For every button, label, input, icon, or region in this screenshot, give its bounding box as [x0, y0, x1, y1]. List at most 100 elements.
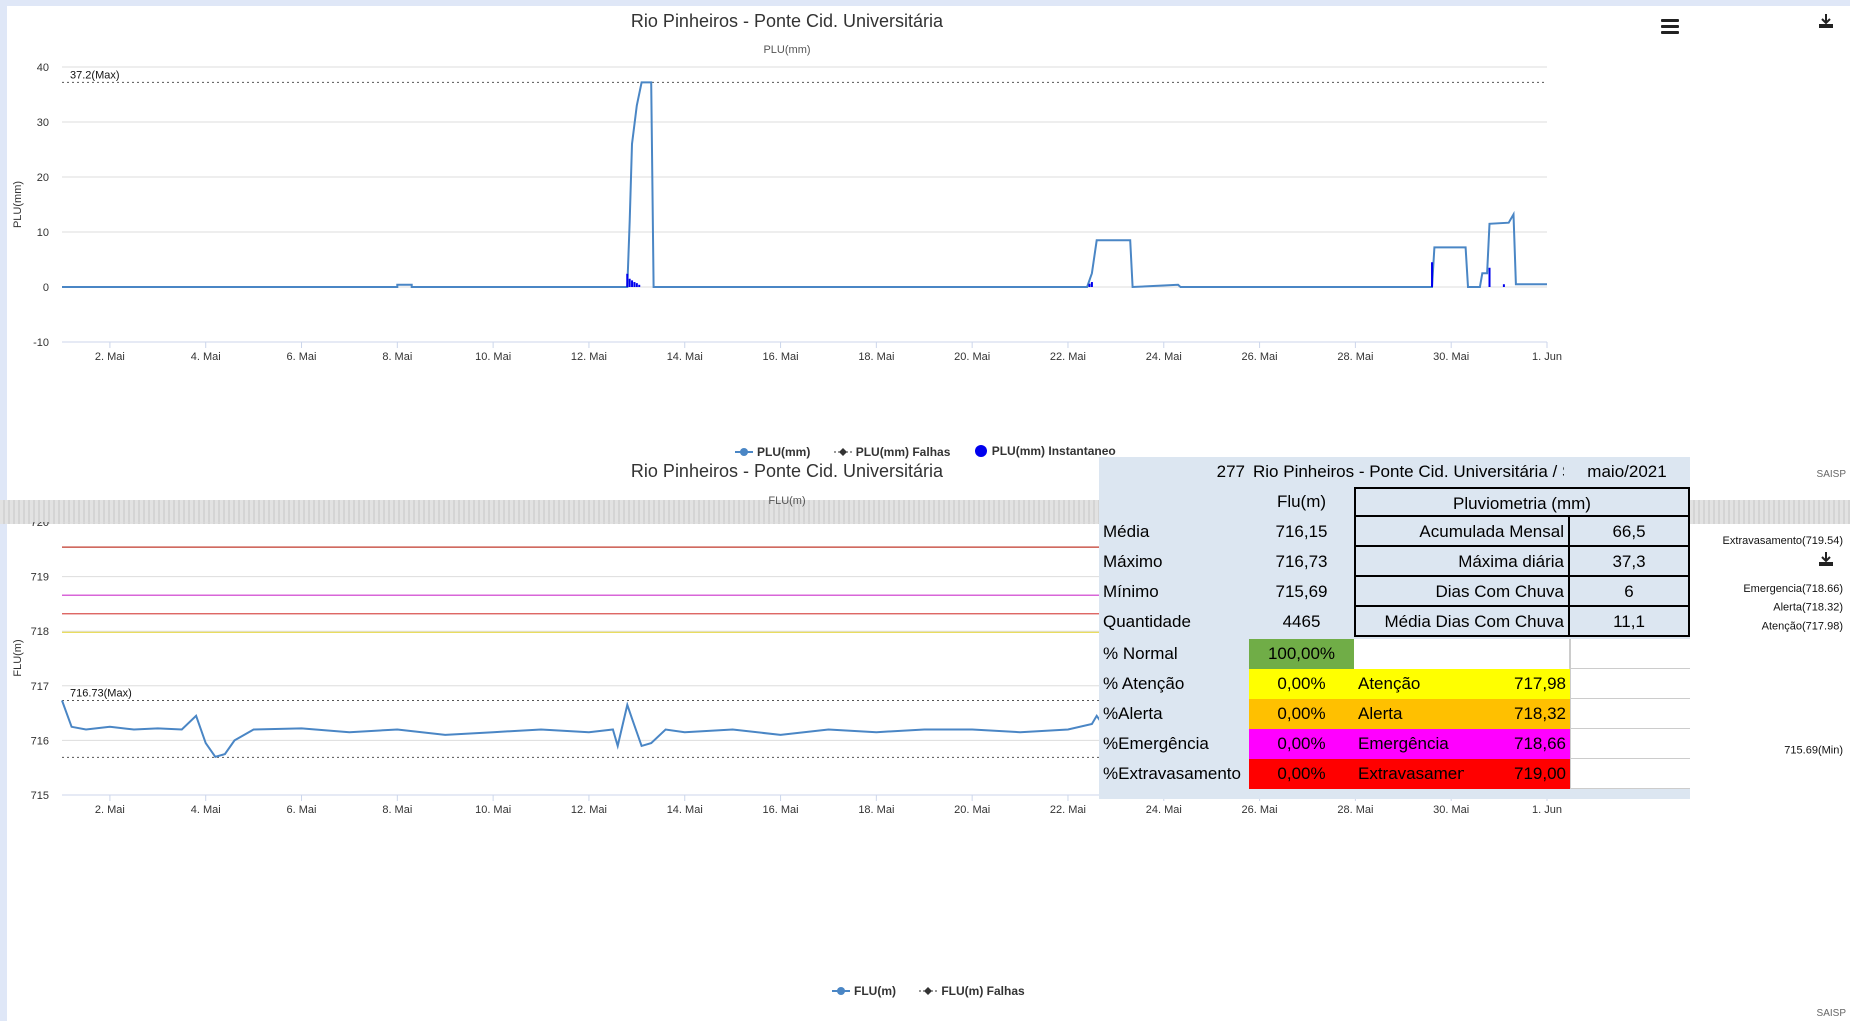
threshold-label: Extravasamento(719.54): [1723, 535, 1843, 547]
level-empty: [1570, 699, 1690, 729]
stat-flu-value: 715,69: [1275, 582, 1328, 601]
x-tick-label: 22. Mai: [1050, 351, 1086, 363]
y-tick-label: 10: [37, 227, 49, 239]
x-tick-label: 8. Mai: [382, 804, 412, 816]
legend-item-plu-falhas[interactable]: PLU(mm) Falhas: [833, 445, 951, 459]
x-tick-label: 4. Mai: [191, 351, 221, 363]
flu-chart-header: Rio Pinheiros - Ponte Cid. Universitária…: [631, 461, 944, 507]
legend-line-icon: [833, 448, 852, 456]
level-pct: 0,00%: [1249, 669, 1354, 699]
chart-title: Rio Pinheiros - Ponte Cid. Universitária: [631, 461, 944, 481]
pluv-header: Pluviometria (mm): [1354, 487, 1690, 517]
x-tick-label: 26. Mai: [1242, 804, 1278, 816]
chart-credit: SAISP: [1816, 469, 1846, 480]
download-icon[interactable]: [1817, 550, 1837, 570]
chart-title: Rio Pinheiros - Ponte Cid. Universitária: [631, 11, 944, 31]
stat-flu-value: 716,73: [1275, 552, 1328, 571]
y-tick-label: 717: [31, 681, 49, 693]
legend-label: PLU(mm) Instantaneo: [991, 444, 1116, 458]
x-tick-label: 8. Mai: [382, 351, 412, 363]
y-tick-label: 716: [31, 735, 49, 747]
x-tick-label: 12. Mai: [571, 804, 607, 816]
level-label: %Emergência: [1103, 734, 1209, 753]
level-value: 719,00: [1464, 759, 1570, 789]
x-tick-label: 1. Jun: [1532, 351, 1562, 363]
level-name: Alerta: [1354, 699, 1464, 729]
legend-label: FLU(m): [854, 984, 896, 998]
level-pct: 0,00%: [1249, 699, 1354, 729]
level-name: Atenção: [1354, 669, 1464, 699]
level-name: Emergência: [1354, 729, 1464, 759]
pluv-label: Acumulada Mensal: [1354, 517, 1570, 547]
pluv-label: Máxima diária: [1354, 547, 1570, 577]
x-tick-label: 2. Mai: [95, 804, 125, 816]
y-tick-label: 40: [37, 62, 49, 74]
min-line-label: 715.69(Min): [1784, 744, 1843, 756]
legend-item-plu[interactable]: PLU(mm): [735, 445, 810, 459]
x-tick-label: 20. Mai: [954, 804, 990, 816]
level-empty: [1570, 759, 1690, 789]
x-tick-label: 1. Jun: [1532, 804, 1562, 816]
pluv-label: Média Dias Com Chuva: [1354, 607, 1570, 637]
pluv-value: 6: [1568, 577, 1690, 607]
x-tick-label: 16. Mai: [763, 351, 799, 363]
y-axis-title: PLU(mm): [12, 181, 24, 228]
x-tick-label: 4. Mai: [191, 804, 221, 816]
legend-item-flu[interactable]: FLU(m): [832, 984, 896, 998]
level-empty: [1570, 669, 1690, 699]
level-label: %Alerta: [1103, 704, 1163, 723]
x-tick-label: 22. Mai: [1050, 804, 1086, 816]
legend-item-plu-instantaneo[interactable]: PLU(mm) Instantaneo: [974, 444, 1116, 458]
x-tick-label: 30. Mai: [1433, 351, 1469, 363]
x-tick-label: 24. Mai: [1146, 804, 1182, 816]
x-tick-label: 16. Mai: [763, 804, 799, 816]
x-tick-label: 30. Mai: [1433, 804, 1469, 816]
x-tick-label: 28. Mai: [1337, 804, 1373, 816]
x-tick-label: 20. Mai: [954, 351, 990, 363]
x-tick-label: 26. Mai: [1242, 351, 1278, 363]
level-pct: 100,00%: [1249, 639, 1354, 669]
y-tick-label: -10: [33, 337, 49, 349]
pluv-value: 11,1: [1568, 607, 1690, 637]
chart-menu-button[interactable]: [1659, 16, 1681, 38]
level-empty: [1570, 729, 1690, 759]
threshold-label: Emergencia(718.66): [1743, 583, 1843, 595]
chart-subtitle: PLU(mm): [763, 44, 810, 56]
series-line-main: [62, 81, 1547, 289]
y-tick-label: 720: [31, 522, 49, 529]
stat-flu-value: 4465: [1282, 612, 1321, 631]
x-tick-label: 6. Mai: [287, 804, 317, 816]
x-tick-label: 14. Mai: [667, 804, 703, 816]
x-tick-label: 10. Mai: [475, 804, 511, 816]
period: maio/2021: [1587, 462, 1667, 481]
level-label: %Extravasamento: [1103, 764, 1241, 783]
x-tick-label: 14. Mai: [667, 351, 703, 363]
y-tick-label: 20: [37, 172, 49, 184]
legend-dot-icon: [974, 445, 987, 457]
plu-chart: Rio Pinheiros - Ponte Cid. Universitária…: [12, 11, 1562, 363]
flu-legend: FLU(m) FLU(m) Falhas: [832, 984, 1025, 1000]
level-empty: [1354, 639, 1570, 669]
legend-line-icon: [735, 448, 753, 456]
legend-label: PLU(mm) Falhas: [855, 445, 951, 459]
level-value: 717,98: [1464, 669, 1570, 699]
y-tick-label: 30: [37, 117, 49, 129]
legend-label: PLU(mm): [757, 445, 811, 459]
x-tick-label: 2. Mai: [95, 351, 125, 363]
y-axis-title: FLU(m): [12, 639, 24, 676]
x-tick-label: 18. Mai: [858, 804, 894, 816]
legend-label: FLU(m) Falhas: [941, 984, 1025, 998]
x-tick-label: 6. Mai: [287, 351, 317, 363]
y-tick-label: 715: [31, 790, 49, 802]
chart-subtitle: FLU(m): [768, 495, 805, 507]
download-icon[interactable]: [1817, 12, 1837, 32]
legend-line-icon: [832, 987, 850, 995]
legend-item-flu-falhas[interactable]: FLU(m) Falhas: [919, 984, 1025, 998]
stat-label: Máximo: [1103, 552, 1163, 571]
x-tick-label: 28. Mai: [1337, 351, 1373, 363]
y-tick-label: 718: [31, 626, 49, 638]
x-tick-label: 12. Mai: [571, 351, 607, 363]
pluv-value: 66,5: [1568, 517, 1690, 547]
stat-label: Média: [1103, 522, 1150, 541]
x-tick-label: 24. Mai: [1146, 351, 1182, 363]
